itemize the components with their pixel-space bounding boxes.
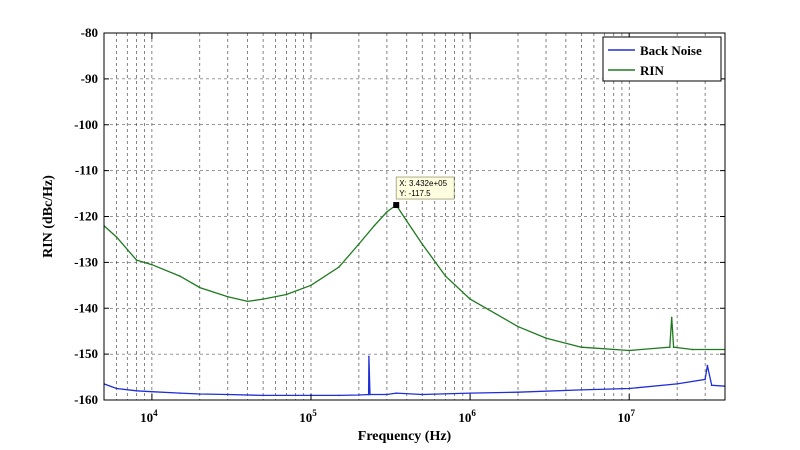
series-point [115,236,118,238]
series-point [545,337,547,339]
series-point [179,275,181,277]
series-point [517,325,519,328]
series-point [670,316,673,319]
series-point [285,293,288,296]
legend-label-rin: RIN [640,63,664,78]
series-point [151,390,153,393]
series-point [135,259,138,261]
series-point [444,275,447,277]
y-tick-label: -150 [74,346,98,361]
series-point [373,224,376,227]
y-tick-label: -130 [74,254,98,269]
series-point [262,298,264,300]
ticks: -80 -90 -100 -110 -120 -130 -140 -150 -160 104 105… [74,25,725,425]
series-point [469,392,471,394]
y-axis-label: RIN (dBc/Hz) [41,175,56,258]
series-point [580,346,583,349]
datatip-marker[interactable] [393,202,400,209]
series-point [704,378,706,381]
series-point [706,364,709,367]
series-point [676,383,678,385]
y-tick-label: -140 [74,300,98,315]
series-point [358,394,360,396]
series-point [358,243,360,245]
series-point [691,348,694,351]
series-layer [104,204,725,397]
series-point [246,300,249,303]
series-point [179,392,181,394]
series-point [227,295,229,298]
datatip-y: Y: -117.5 [399,189,431,198]
series-line [104,204,725,352]
grid [104,33,725,400]
y-tick-label: -90 [81,71,98,86]
series-point [151,263,153,266]
series-point [198,393,201,395]
datatip[interactable]: X: 3.432e+05 Y: -117.5 [393,176,455,209]
series-point [672,346,675,349]
x-tick-label: 104 [140,408,158,425]
legend-box [602,36,722,82]
series-point [628,387,631,390]
series-rin [104,204,725,352]
series-point [386,211,388,213]
x-tick-label: 107 [617,408,635,425]
series-point [517,391,519,394]
x-axis-label: Frequency (Hz) [358,429,452,444]
series-point [395,392,398,394]
series-point [135,390,138,392]
plot-frame [103,32,726,401]
datatip-box [395,176,455,200]
datatip-x: X: 3.432e+05 [399,179,447,188]
series-point [580,389,583,391]
series-point [421,243,424,245]
series-point [628,349,631,352]
series-point [421,393,424,396]
series-point [369,393,371,396]
y-tick-label: -120 [74,209,98,224]
series-point [710,384,713,387]
series-point [115,387,118,390]
y-tick-label: -80 [81,25,98,40]
legend-label-back-noise: Back Noise [640,43,702,58]
x-tick-label: 105 [299,408,317,425]
series-point [338,394,340,397]
series-point [198,286,201,289]
x-tick-label: 106 [458,408,476,425]
series-point [294,394,297,397]
series-point [338,266,340,268]
series-back-noise [104,355,725,397]
legend: Back Noise RIN [602,36,722,82]
series-point [386,393,388,396]
y-tick-label: -160 [74,392,98,407]
series-point [368,355,370,358]
series-point [227,393,229,396]
y-tick-label: -100 [74,117,98,132]
series-line [104,356,725,397]
series-point [469,298,471,300]
series-point [405,220,408,222]
y-tick-label: -110 [75,163,98,178]
series-point [310,284,312,287]
series-point [669,346,671,349]
series-point [262,394,264,397]
series-point [367,393,370,396]
